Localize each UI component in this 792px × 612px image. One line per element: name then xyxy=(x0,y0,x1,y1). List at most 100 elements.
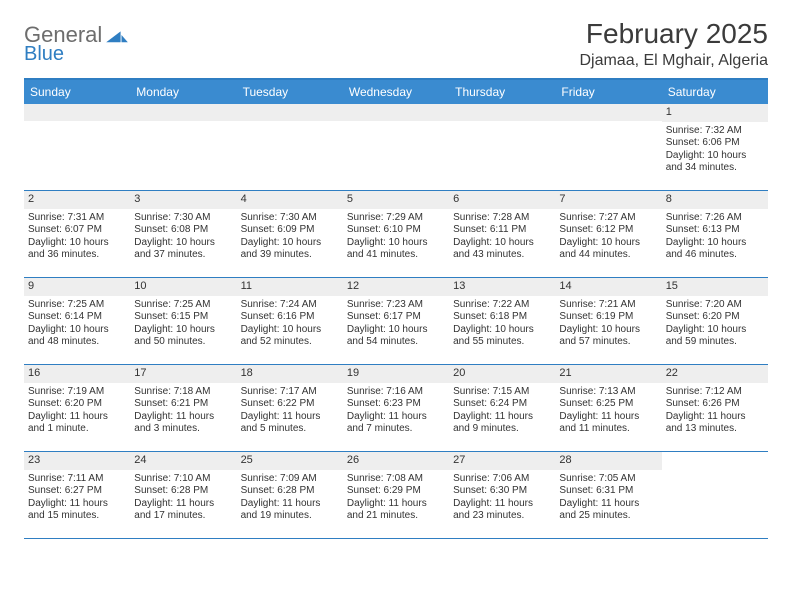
sunrise-text: Sunrise: 7:22 AM xyxy=(453,299,551,312)
day-number: 6 xyxy=(449,191,555,209)
sunset-text: Sunset: 6:15 PM xyxy=(134,311,232,324)
sunset-text: Sunset: 6:11 PM xyxy=(453,224,551,237)
brand-name: General Blue xyxy=(24,24,102,64)
sunrise-text: Sunrise: 7:30 AM xyxy=(134,212,232,225)
week-row: 23Sunrise: 7:11 AMSunset: 6:27 PMDayligh… xyxy=(24,452,768,539)
day-cell: 22 Sunrise: 7:12 AMSunset: 6:26 PMDayligh… xyxy=(662,365,768,451)
day-number: 17 xyxy=(130,365,236,383)
sunrise-text: Sunrise: 7:31 AM xyxy=(28,212,126,225)
day-number: 21 xyxy=(555,365,661,383)
day-cell: 12Sunrise: 7:23 AMSunset: 6:17 PMDayligh… xyxy=(343,278,449,364)
daylight-text: Daylight: 10 hours and 34 minutes. xyxy=(666,150,764,175)
daylight-text: Daylight: 11 hours and 1 minute. xyxy=(28,411,126,436)
sunrise-text: Sunrise: 7:28 AM xyxy=(453,212,551,225)
day-number: 19 xyxy=(343,365,449,383)
day-number xyxy=(449,104,555,121)
sunrise-text: Sunrise: 7:15 AM xyxy=(453,386,551,399)
title-block: February 2025 Djamaa, El Mghair, Algeria xyxy=(579,18,768,70)
sunset-text: Sunset: 6:16 PM xyxy=(241,311,339,324)
day-number xyxy=(24,104,130,121)
day-cell: 28Sunrise: 7:05 AMSunset: 6:31 PMDayligh… xyxy=(555,452,661,538)
daylight-text: Daylight: 10 hours and 52 minutes. xyxy=(241,324,339,349)
sunset-text: Sunset: 6:23 PM xyxy=(347,398,445,411)
sunset-text: Sunset: 6:09 PM xyxy=(241,224,339,237)
sunset-text: Sunset: 6:14 PM xyxy=(28,311,126,324)
weekday-header: Monday xyxy=(130,80,236,104)
day-number: 7 xyxy=(555,191,661,209)
day-number: 10 xyxy=(130,278,236,296)
day-number: 4 xyxy=(237,191,343,209)
day-cell-empty xyxy=(130,104,236,190)
sunrise-text: Sunrise: 7:09 AM xyxy=(241,473,339,486)
sunrise-text: Sunrise: 7:17 AM xyxy=(241,386,339,399)
sunset-text: Sunset: 6:26 PM xyxy=(666,398,764,411)
sunset-text: Sunset: 6:18 PM xyxy=(453,311,551,324)
weekday-header: Saturday xyxy=(662,80,768,104)
daylight-text: Daylight: 10 hours and 48 minutes. xyxy=(28,324,126,349)
sunrise-text: Sunrise: 7:12 AM xyxy=(666,386,764,399)
month-title: February 2025 xyxy=(579,18,768,50)
day-cell: 11Sunrise: 7:24 AMSunset: 6:16 PMDayligh… xyxy=(237,278,343,364)
week-row: 16Sunrise: 7:19 AMSunset: 6:20 PMDayligh… xyxy=(24,365,768,452)
day-cell-empty xyxy=(24,104,130,190)
sunrise-text: Sunrise: 7:25 AM xyxy=(28,299,126,312)
daylight-text: Daylight: 11 hours and 7 minutes. xyxy=(347,411,445,436)
sunset-text: Sunset: 6:29 PM xyxy=(347,485,445,498)
weekday-header: Thursday xyxy=(449,80,555,104)
day-cell: 7Sunrise: 7:27 AMSunset: 6:12 PMDaylight… xyxy=(555,191,661,277)
day-cell-empty xyxy=(237,104,343,190)
daylight-text: Daylight: 11 hours and 15 minutes. xyxy=(28,498,126,523)
calendar-page: General Blue February 2025 Djamaa, El Mg… xyxy=(0,0,792,549)
day-number: 20 xyxy=(449,365,555,383)
sunset-text: Sunset: 6:17 PM xyxy=(347,311,445,324)
week-row: 9Sunrise: 7:25 AMSunset: 6:14 PMDaylight… xyxy=(24,278,768,365)
sunset-text: Sunset: 6:12 PM xyxy=(559,224,657,237)
day-number: 18 xyxy=(237,365,343,383)
daylight-text: Daylight: 11 hours and 9 minutes. xyxy=(453,411,551,436)
weekday-header: Sunday xyxy=(24,80,130,104)
sunrise-text: Sunrise: 7:25 AM xyxy=(134,299,232,312)
day-cell: 14Sunrise: 7:21 AMSunset: 6:19 PMDayligh… xyxy=(555,278,661,364)
sunrise-text: Sunrise: 7:18 AM xyxy=(134,386,232,399)
day-cell-empty xyxy=(662,452,768,538)
day-cell: 18Sunrise: 7:17 AMSunset: 6:22 PMDayligh… xyxy=(237,365,343,451)
sunrise-text: Sunrise: 7:23 AM xyxy=(347,299,445,312)
day-number xyxy=(237,104,343,121)
header: General Blue February 2025 Djamaa, El Mg… xyxy=(24,18,768,70)
day-cell: 25Sunrise: 7:09 AMSunset: 6:28 PMDayligh… xyxy=(237,452,343,538)
day-number: 16 xyxy=(24,365,130,383)
daylight-text: Daylight: 11 hours and 21 minutes. xyxy=(347,498,445,523)
sunset-text: Sunset: 6:20 PM xyxy=(28,398,126,411)
day-number xyxy=(555,104,661,121)
sunrise-text: Sunrise: 7:19 AM xyxy=(28,386,126,399)
day-cell: 13Sunrise: 7:22 AMSunset: 6:18 PMDayligh… xyxy=(449,278,555,364)
daylight-text: Daylight: 10 hours and 55 minutes. xyxy=(453,324,551,349)
sunrise-text: Sunrise: 7:05 AM xyxy=(559,473,657,486)
brand-mark-icon xyxy=(106,26,128,44)
day-cell: 9 Sunrise: 7:25 AMSunset: 6:14 PMDaylight… xyxy=(24,278,130,364)
daylight-text: Daylight: 11 hours and 13 minutes. xyxy=(666,411,764,436)
daylight-text: Daylight: 11 hours and 23 minutes. xyxy=(453,498,551,523)
brand-name-2: Blue xyxy=(24,44,102,64)
day-cell: 20Sunrise: 7:15 AMSunset: 6:24 PMDayligh… xyxy=(449,365,555,451)
daylight-text: Daylight: 10 hours and 57 minutes. xyxy=(559,324,657,349)
day-cell: 1Sunrise: 7:32 AMSunset: 6:06 PMDaylight… xyxy=(662,104,768,190)
daylight-text: Daylight: 11 hours and 19 minutes. xyxy=(241,498,339,523)
day-number: 3 xyxy=(130,191,236,209)
weekday-header: Tuesday xyxy=(237,80,343,104)
calendar: Sunday Monday Tuesday Wednesday Thursday… xyxy=(24,78,768,539)
sunset-text: Sunset: 6:06 PM xyxy=(666,137,764,150)
day-cell-empty xyxy=(555,104,661,190)
sunset-text: Sunset: 6:13 PM xyxy=(666,224,764,237)
sunrise-text: Sunrise: 7:30 AM xyxy=(241,212,339,225)
sunrise-text: Sunrise: 7:16 AM xyxy=(347,386,445,399)
day-number: 9 xyxy=(24,278,130,296)
daylight-text: Daylight: 10 hours and 37 minutes. xyxy=(134,237,232,262)
day-number: 27 xyxy=(449,452,555,470)
day-cell: 5Sunrise: 7:29 AMSunset: 6:10 PMDaylight… xyxy=(343,191,449,277)
day-number xyxy=(343,104,449,121)
day-number: 22 xyxy=(662,365,768,383)
daylight-text: Daylight: 10 hours and 41 minutes. xyxy=(347,237,445,262)
weekday-header-row: Sunday Monday Tuesday Wednesday Thursday… xyxy=(24,80,768,104)
sunset-text: Sunset: 6:28 PM xyxy=(134,485,232,498)
